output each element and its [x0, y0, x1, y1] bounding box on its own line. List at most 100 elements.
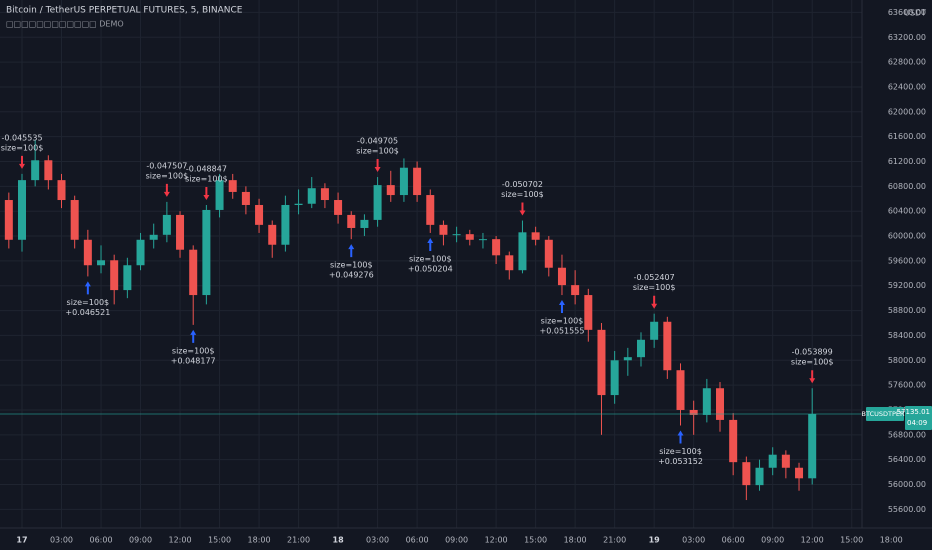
- symbol-label: BTCUSDTPERP: [862, 410, 909, 418]
- candle-body: [83, 239, 92, 266]
- candle-body: [307, 188, 316, 204]
- x-tick-label: 12:00: [169, 536, 192, 545]
- x-tick-label: 03:00: [366, 536, 389, 545]
- candle-body: [808, 414, 817, 479]
- y-tick-label: 61200.00: [888, 157, 926, 166]
- sell-arrow: [163, 183, 170, 197]
- trade-size: size=100$: [1, 143, 44, 152]
- candle-body: [531, 232, 540, 240]
- symbol-badge: [866, 407, 904, 422]
- candle-body: [544, 239, 553, 268]
- candle-body: [623, 357, 632, 361]
- candle-body: [729, 419, 738, 463]
- x-tick-label: 15:00: [840, 536, 863, 545]
- candle-body: [31, 160, 40, 181]
- candle-body: [373, 185, 382, 220]
- x-tick-label: 06:00: [722, 536, 745, 545]
- x-tick-label: 21:00: [603, 536, 626, 545]
- y-tick-label: 62800.00: [888, 58, 926, 67]
- x-tick-label: 12:00: [801, 536, 824, 545]
- candle-body: [663, 321, 672, 371]
- candle-body: [4, 200, 13, 240]
- y-tick-label: 55600.00: [888, 505, 926, 514]
- chart-title: Bitcoin / TetherUS PERPETUAL FUTURES, 5,…: [6, 6, 243, 16]
- x-tick-label: 03:00: [682, 536, 705, 545]
- candle-body: [215, 180, 224, 210]
- candle-body: [584, 295, 593, 330]
- trade-value: +0.046521: [65, 308, 110, 317]
- buy-arrow: [558, 300, 565, 314]
- x-tick-label: 19: [649, 536, 661, 545]
- x-tick-label: 09:00: [129, 536, 152, 545]
- y-tick-label: 62000.00: [888, 107, 926, 116]
- candle-body: [360, 219, 369, 228]
- sell-arrow: [203, 186, 210, 200]
- y-tick-label: 62400.00: [888, 82, 926, 91]
- trade-value: +0.048177: [171, 356, 216, 365]
- x-tick-label: 18:00: [248, 536, 271, 545]
- candle-body: [610, 360, 619, 396]
- trade-size: size=100$: [501, 190, 544, 199]
- candle-body: [281, 204, 290, 245]
- candle-body: [413, 167, 422, 196]
- y-tick-label: 60000.00: [888, 232, 926, 241]
- sell-arrow: [374, 159, 381, 173]
- candle-body: [755, 467, 764, 486]
- x-tick-label: 17: [16, 536, 27, 545]
- trade-size: size=100$: [633, 283, 676, 292]
- candle-body: [716, 388, 725, 420]
- buy-arrow: [677, 430, 684, 444]
- candle-body: [518, 232, 527, 271]
- candle-body: [781, 454, 790, 468]
- candle-body: [320, 188, 329, 201]
- candle-body: [241, 191, 250, 205]
- buy-arrow: [427, 237, 434, 251]
- y-tick-label: 58000.00: [888, 356, 926, 365]
- trade-size: size=100$: [659, 447, 702, 456]
- candle-body: [689, 409, 698, 415]
- candle-body: [202, 209, 211, 296]
- candle-body: [399, 167, 408, 196]
- x-tick-label: 15:00: [524, 536, 547, 545]
- candle-body: [478, 239, 487, 241]
- last-price-label: 57135.01: [897, 408, 930, 416]
- x-tick-label: 18: [333, 536, 345, 545]
- plot: size=100$-0.045535size=100$+0.046521size…: [0, 133, 862, 501]
- x-tick-label: 09:00: [761, 536, 784, 545]
- trade-size: size=100$: [330, 261, 373, 270]
- candle-body: [795, 467, 804, 479]
- candle-body: [57, 180, 66, 201]
- trade-value: +0.049276: [329, 271, 374, 280]
- candle-body: [742, 462, 751, 486]
- trade-size: size=100$: [146, 171, 189, 180]
- candle-body: [255, 204, 264, 225]
- candle-body: [439, 224, 448, 235]
- sell-arrow: [651, 295, 658, 309]
- candle-body: [768, 454, 777, 468]
- candle-body: [70, 200, 79, 240]
- candle-body: [268, 224, 277, 245]
- x-tick-label: 18:00: [880, 536, 903, 545]
- x-tick-label: 18:00: [564, 536, 587, 545]
- y-tick-label: 60800.00: [888, 182, 926, 191]
- candle-body: [18, 180, 26, 240]
- unit-label: USDT: [904, 9, 926, 18]
- candle-body: [557, 267, 566, 286]
- candle-body: [650, 321, 659, 340]
- candle-body: [334, 200, 343, 215]
- sell-arrow: [19, 155, 25, 169]
- trade-size: size=100$: [185, 174, 228, 183]
- candle-body: [149, 234, 158, 240]
- candle-body: [123, 265, 132, 291]
- x-tick-label: 15:00: [208, 536, 231, 545]
- x-tick-label: 03:00: [50, 536, 73, 545]
- trade-value: -0.045535: [1, 133, 42, 142]
- candle-body: [597, 329, 606, 396]
- trade-value: +0.051555: [540, 327, 585, 336]
- trade-value: -0.050702: [502, 180, 543, 189]
- price-badge: [905, 406, 932, 431]
- candle-body: [636, 339, 645, 358]
- candle-body: [228, 180, 237, 192]
